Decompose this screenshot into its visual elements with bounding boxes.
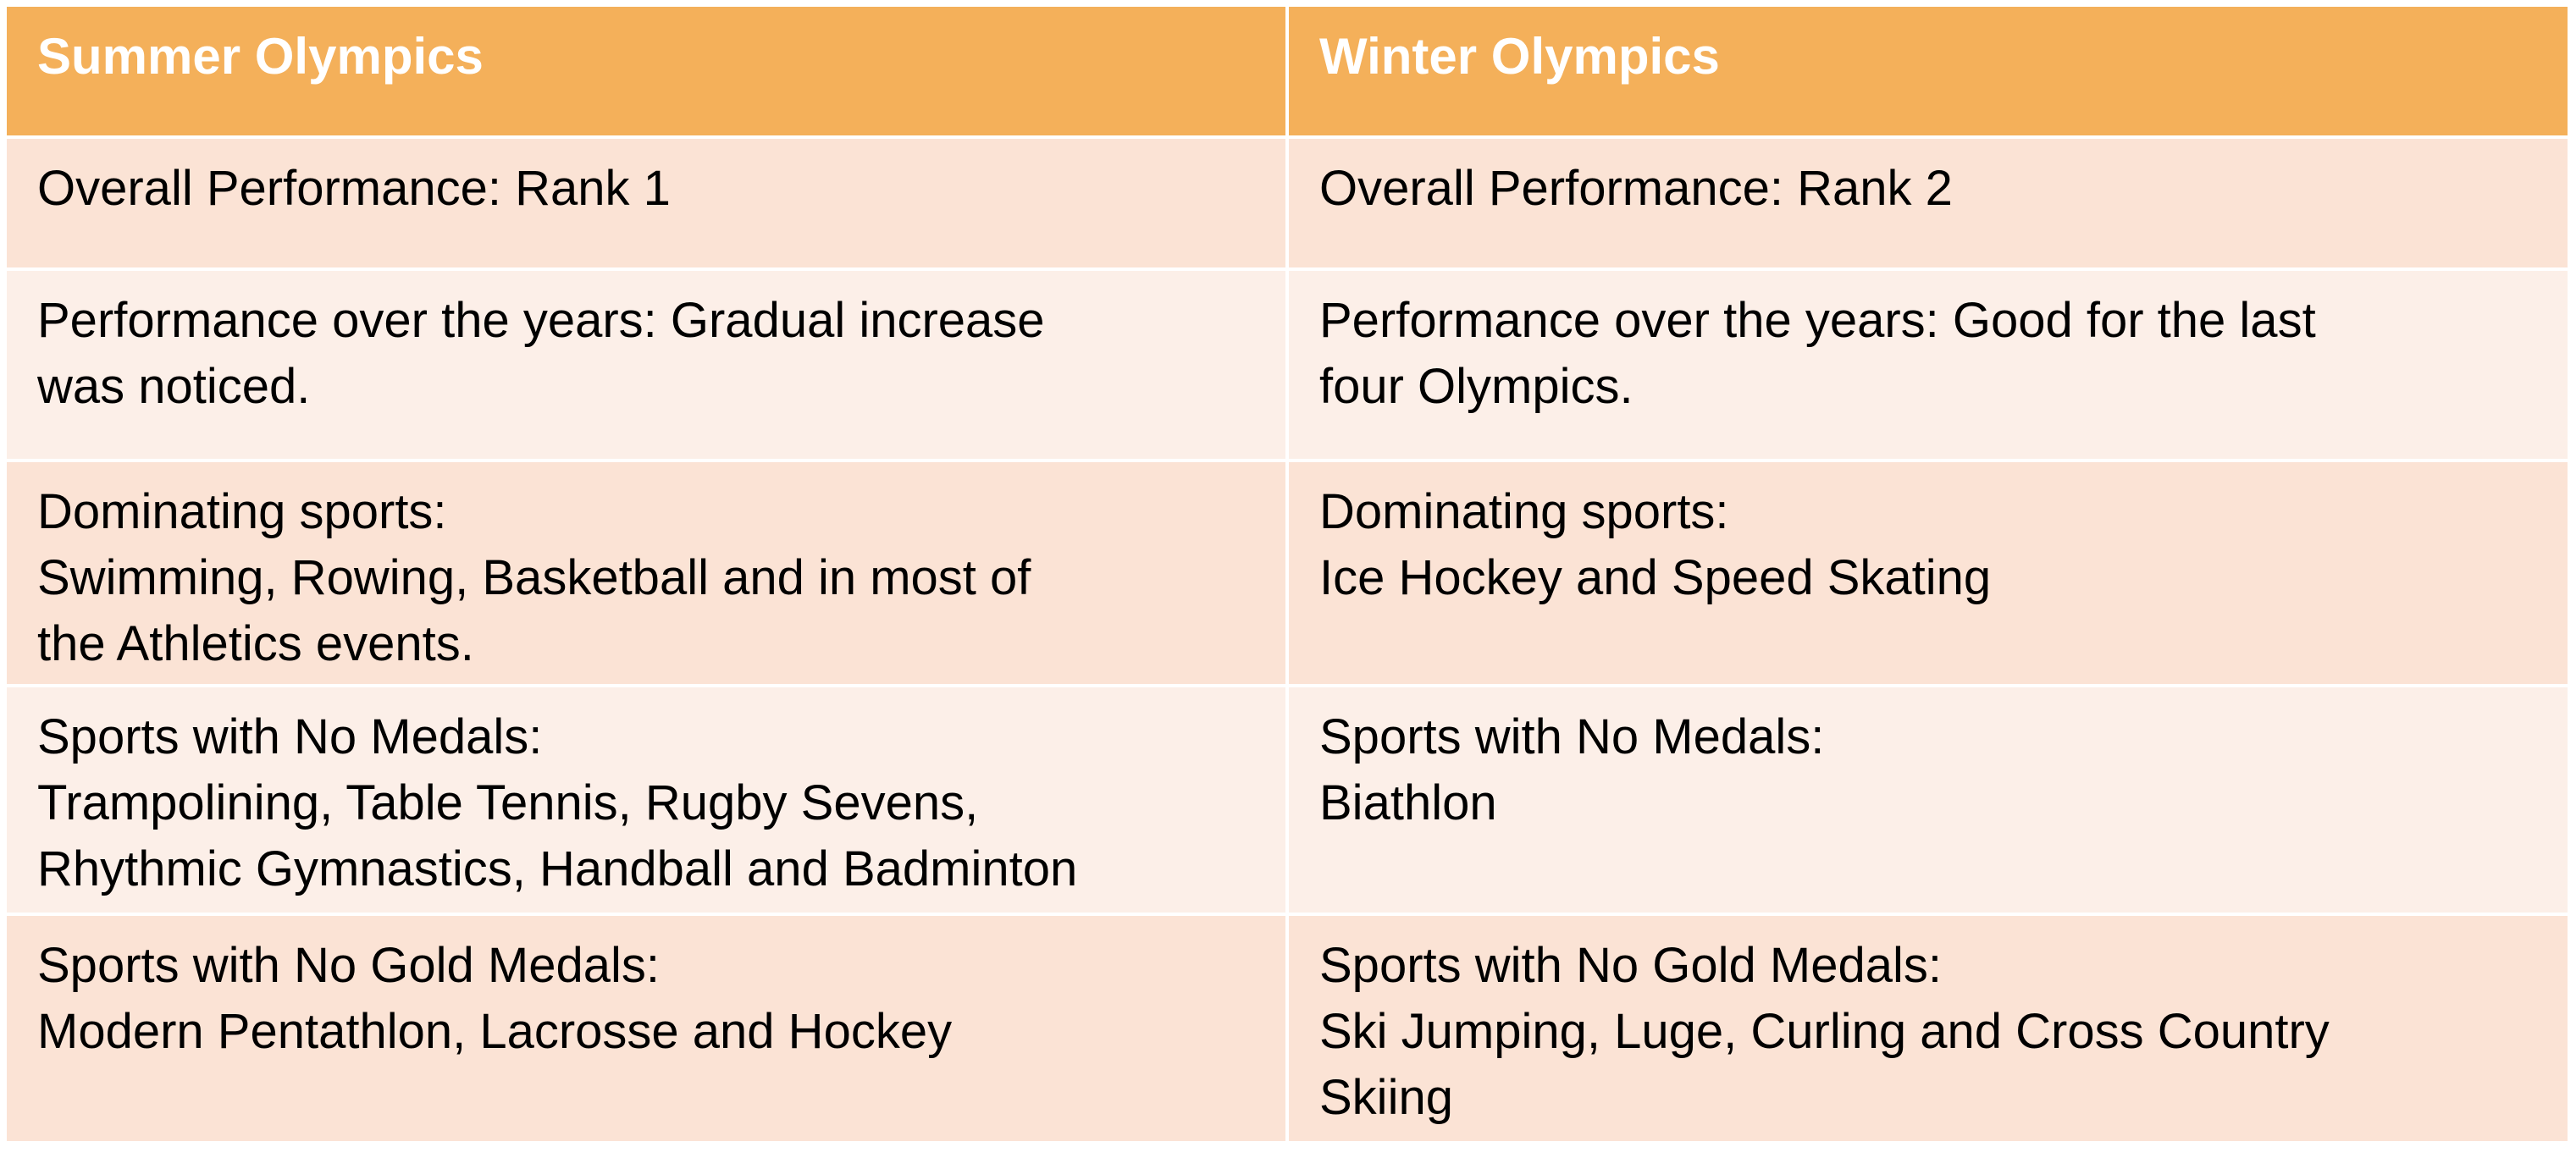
cell-text-line: Sports with No Gold Medals:	[37, 938, 660, 993]
cell-text-line: four Olympics.	[1319, 359, 1633, 414]
cell-winter-overall-performance: Overall Performance: Rank 2	[1289, 139, 2568, 267]
cell-text-line: Ice Hockey and Speed Skating	[1319, 550, 1992, 605]
cell-text-line: Dominating sports:	[37, 484, 447, 539]
cell-summer-dominating-sports: Dominating sports: Swimming, Rowing, Bas…	[7, 462, 1285, 684]
cell-text-line: was noticed.	[37, 359, 311, 414]
cell-text-line: Swimming, Rowing, Basketball and in most…	[37, 550, 1031, 605]
cell-winter-performance-over-years: Performance over the years: Good for the…	[1289, 271, 2568, 459]
cell-winter-dominating-sports: Dominating sports: Ice Hockey and Speed …	[1289, 462, 2568, 684]
olympics-comparison-table: Summer Olympics Winter Olympics Overall …	[7, 7, 2568, 1141]
header-winter-olympics: Winter Olympics	[1289, 7, 2568, 135]
cell-winter-sports-no-gold: Sports with No Gold Medals: Ski Jumping,…	[1289, 916, 2568, 1141]
cell-text-line: Ski Jumping, Luge, Curling and Cross Cou…	[1319, 1004, 2330, 1059]
cell-text-line: Sports with No Medals:	[37, 709, 543, 764]
cell-text-line: Overall Performance: Rank 2	[1319, 161, 1953, 216]
cell-text-line: Rhythmic Gymnastics, Handball and Badmin…	[37, 841, 1078, 896]
cell-text-line: Performance over the years: Good for the…	[1319, 293, 2316, 348]
cell-text-line: Dominating sports:	[1319, 484, 1729, 539]
cell-text-line: Performance over the years: Gradual incr…	[37, 293, 1045, 348]
cell-text-line: Sports with No Gold Medals:	[1319, 938, 1942, 993]
header-summer-olympics: Summer Olympics	[7, 7, 1285, 135]
cell-text-line: the Athletics events.	[37, 616, 474, 671]
cell-summer-sports-no-gold: Sports with No Gold Medals: Modern Penta…	[7, 916, 1285, 1141]
cell-summer-sports-no-medals: Sports with No Medals: Trampolining, Tab…	[7, 687, 1285, 913]
cell-text-line: Sports with No Medals:	[1319, 709, 1825, 764]
cell-text-line: Skiing	[1319, 1070, 1453, 1125]
cell-winter-sports-no-medals: Sports with No Medals: Biathlon	[1289, 687, 2568, 913]
cell-text-line: Overall Performance: Rank 1	[37, 161, 671, 216]
cell-text-line: Modern Pentathlon, Lacrosse and Hockey	[37, 1004, 953, 1059]
cell-summer-performance-over-years: Performance over the years: Gradual incr…	[7, 271, 1285, 459]
cell-summer-overall-performance: Overall Performance: Rank 1	[7, 139, 1285, 267]
cell-text-line: Trampolining, Table Tennis, Rugby Sevens…	[37, 775, 979, 830]
cell-text-line: Biathlon	[1319, 775, 1497, 830]
